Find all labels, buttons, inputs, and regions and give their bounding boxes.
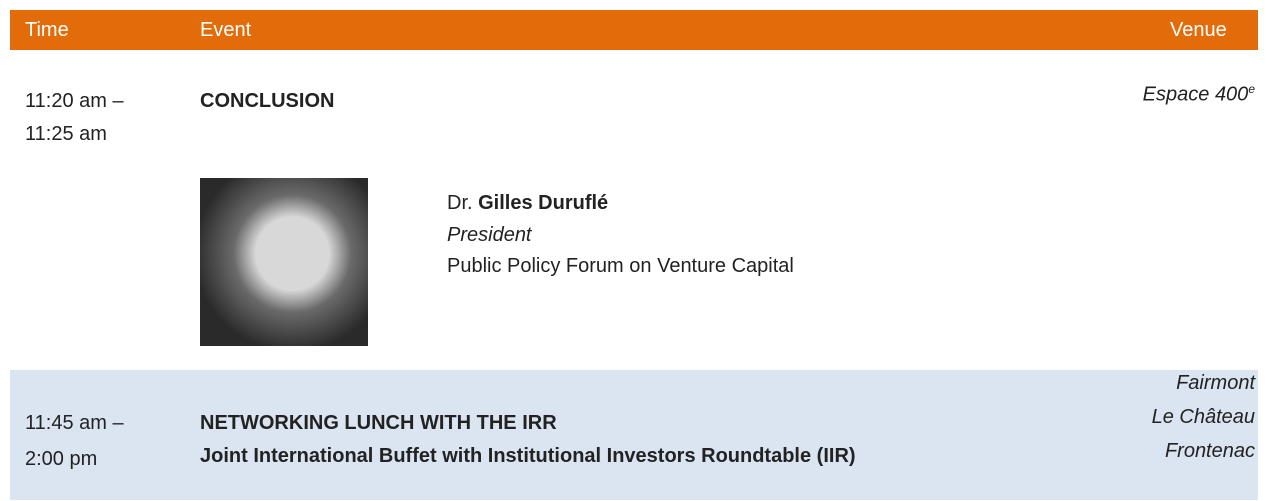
- event-subtitle: Joint International Buffet with Institut…: [200, 445, 856, 467]
- header-bar: Time Event Venue: [10, 10, 1258, 50]
- venue-text: Espace 400: [1142, 83, 1249, 106]
- speaker-role: President: [447, 224, 532, 246]
- header-venue: Venue: [1170, 19, 1227, 41]
- speaker-prefix: Dr.: [447, 192, 473, 214]
- venue: Espace 400e: [1143, 77, 1255, 107]
- time: 11:45 am –: [25, 412, 124, 434]
- event-title: NETWORKING LUNCH WITH THE IRR: [200, 412, 557, 434]
- time: 11:25 am: [25, 123, 107, 145]
- venue-sup: e: [1248, 82, 1255, 96]
- venue: Fairmont: [1176, 372, 1255, 394]
- speaker-org: Public Policy Forum on Venture Capital: [447, 255, 794, 277]
- speaker-name-text: Gilles Duruflé: [478, 192, 609, 214]
- venue: Frontenac: [1164, 440, 1255, 462]
- header-time: Time: [25, 19, 69, 41]
- speaker-photo: [200, 178, 368, 346]
- speaker-name: Dr. Gilles Duruflé: [447, 191, 608, 215]
- event-title: CONCLUSION: [200, 90, 335, 112]
- venue: Le Château: [1151, 406, 1255, 428]
- header-event: Event: [200, 19, 252, 41]
- time: 11:20 am –: [25, 90, 124, 112]
- row-highlight: [10, 370, 1258, 500]
- time: 2:00 pm: [25, 448, 98, 470]
